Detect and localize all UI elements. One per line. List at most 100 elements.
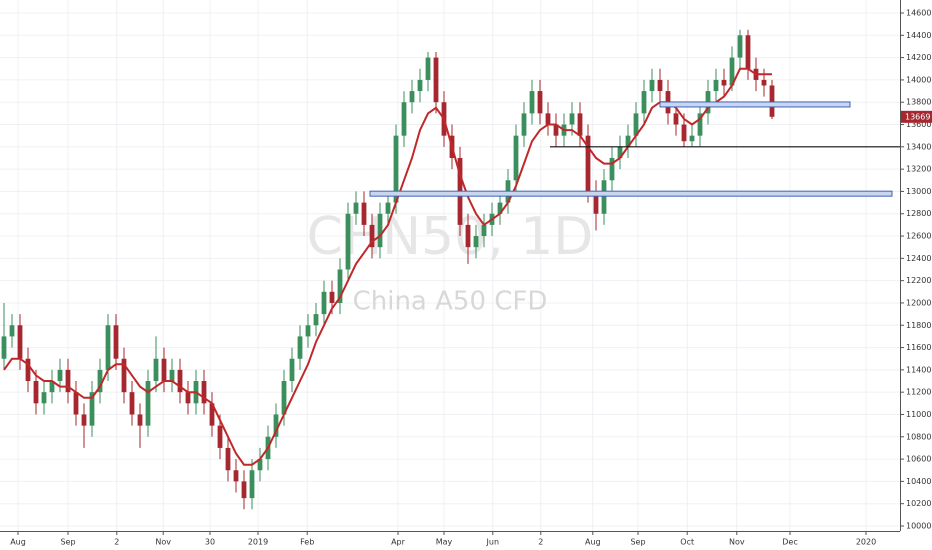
candle-body — [81, 414, 87, 426]
candle-body — [41, 392, 47, 404]
candle-body — [617, 146, 623, 158]
candle-body — [89, 392, 95, 426]
candle-body — [473, 236, 479, 248]
x-tick-label: Dec — [782, 538, 797, 547]
candle-body — [257, 459, 263, 471]
candle-body — [233, 470, 239, 482]
y-tick-label: 14600 — [906, 9, 931, 18]
candle-body — [49, 381, 55, 393]
candle-body — [145, 381, 151, 426]
x-tick-label: 2019 — [248, 538, 268, 547]
candle-body — [673, 113, 679, 125]
candle-body — [593, 191, 599, 214]
candle-body — [249, 470, 255, 499]
candle-body — [105, 325, 111, 370]
candle-body — [17, 325, 23, 359]
moving-average — [3, 67, 772, 466]
candle-body — [625, 135, 631, 147]
x-tick-label: Feb — [300, 538, 314, 547]
candle-body — [289, 358, 295, 382]
last-price-label: 13669 — [905, 112, 930, 121]
candle-body — [465, 224, 471, 248]
candle-body — [633, 113, 639, 136]
candle-body — [529, 91, 535, 114]
y-tick-label: 11800 — [906, 321, 931, 330]
candle-body — [433, 57, 439, 103]
y-tick-label: 11400 — [906, 365, 931, 374]
candle-body — [681, 124, 687, 142]
candle-body — [209, 403, 215, 426]
candle-body — [137, 414, 143, 426]
y-tick-label: 12400 — [906, 254, 931, 263]
y-tick-label: 13600 — [906, 120, 931, 129]
candle-body — [401, 102, 407, 136]
candle-body — [385, 202, 391, 214]
candle-body — [585, 135, 591, 192]
candle-body — [601, 180, 607, 214]
y-tick-label: 10400 — [906, 477, 931, 486]
candle-body — [57, 369, 63, 382]
watermark: CHN50, 1D — [307, 207, 594, 267]
candle-body — [161, 358, 167, 382]
last-price-tag — [901, 110, 932, 123]
x-tick-label: 30 — [205, 538, 215, 547]
candle-body — [689, 135, 695, 142]
y-tick-label: 13400 — [906, 142, 931, 151]
y-tick-label: 13800 — [906, 98, 931, 107]
candle-body — [337, 269, 343, 303]
candle-body — [217, 425, 223, 448]
candle-body — [225, 447, 231, 471]
candle-body — [553, 124, 559, 136]
x-tick-label: Oct — [680, 538, 694, 547]
candle-body — [201, 381, 207, 404]
y-tick-label: 10600 — [906, 455, 931, 464]
candle-body — [129, 392, 135, 415]
y-tick-label: 10200 — [906, 499, 931, 508]
candle-body — [769, 85, 775, 117]
candle-body — [713, 79, 719, 92]
candle-body — [329, 291, 335, 303]
y-tick-label: 10000 — [906, 522, 931, 531]
level-band — [659, 101, 851, 108]
candle-body — [737, 35, 743, 58]
candle-body — [65, 369, 71, 393]
candle-body — [377, 213, 383, 248]
candle-body — [417, 79, 423, 92]
x-tick-label: Sep — [630, 538, 645, 547]
x-tick-label: 2 — [538, 538, 543, 547]
candle-body — [1, 336, 7, 359]
x-tick-label: Aug — [10, 538, 26, 547]
candle-body — [425, 57, 431, 80]
x-tick-label: Apr — [391, 538, 406, 547]
candle-body — [393, 135, 399, 203]
y-tick-label: 14000 — [906, 75, 931, 84]
candle-body — [113, 325, 119, 359]
candle-body — [497, 202, 503, 214]
candle-body — [321, 291, 327, 315]
candle-body — [641, 91, 647, 114]
candle-body — [577, 113, 583, 136]
x-tick-label: Nov — [729, 538, 745, 547]
candle-body — [153, 358, 159, 382]
y-tick-label: 12800 — [906, 209, 931, 218]
candle-body — [121, 358, 127, 393]
symbol-subtitle: China A50 CFD — [353, 287, 548, 317]
candle-body — [169, 369, 175, 382]
x-tick-label: Nov — [155, 538, 171, 547]
y-tick-label: 12200 — [906, 276, 931, 285]
x-tick-label: Sep — [60, 538, 75, 547]
candle-body — [361, 202, 367, 225]
x-tick-label: Aug — [585, 538, 601, 547]
candle-body — [305, 325, 311, 337]
candle-body — [241, 481, 247, 499]
level-band — [369, 190, 893, 197]
candle-body — [25, 358, 31, 382]
candle-body — [537, 91, 543, 114]
candle-body — [73, 392, 79, 415]
x-tick-label: Jun — [486, 538, 500, 547]
y-tick-label: 12000 — [906, 298, 931, 307]
y-tick-label: 11000 — [906, 410, 931, 419]
y-tick-label: 13200 — [906, 165, 931, 174]
